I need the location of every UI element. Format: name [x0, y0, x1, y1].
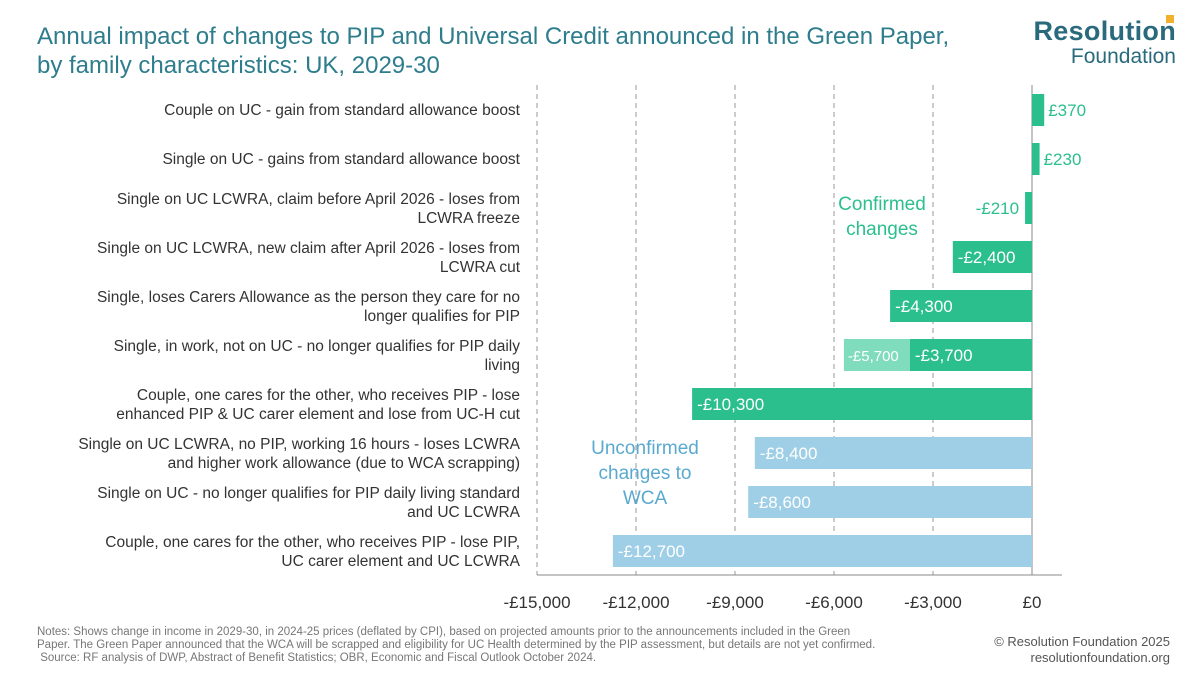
category-label-2-line1: Single on UC LCWRA, claim before April 2… [117, 191, 520, 208]
x-tick-label-4: -£3,000 [904, 593, 962, 612]
website-link[interactable]: resolutionfoundation.org [1030, 650, 1171, 665]
chart-title: Annual impact of changes to PIP and Univ… [37, 22, 997, 80]
bar-9 [612, 535, 1032, 567]
bar-7 [754, 437, 1032, 469]
category-label-8-line1: Single on UC - no longer qualifies for P… [97, 485, 520, 502]
category-label-3-line2: LCWRA cut [440, 259, 521, 276]
bar-extension-5 [843, 339, 910, 371]
bar-0 [1032, 94, 1045, 126]
x-tick-label-2: -£9,000 [706, 593, 764, 612]
category-label-1: Single on UC - gains from standard allow… [162, 151, 520, 168]
bar-6 [692, 388, 1032, 420]
x-tick-label-5: £0 [1023, 593, 1042, 612]
category-label-5-line2: living [485, 357, 520, 374]
value-label-5: -£3,700 [915, 346, 973, 365]
value-label-4: -£4,300 [895, 297, 953, 316]
annotation-confirmed-line1: Confirmed [838, 194, 926, 215]
bar-8 [748, 486, 1032, 518]
category-label-8-line2: and UC LCWRA [407, 504, 520, 521]
value-label-0: £370 [1048, 101, 1086, 120]
logo-line-1: Resolution [1033, 16, 1176, 46]
x-tick-label-3: -£6,000 [805, 593, 863, 612]
value-label-7: -£8,400 [760, 444, 818, 463]
x-tick-label-0: -£15,000 [503, 593, 570, 612]
annotation-unconfirmed-line3: WCA [623, 488, 668, 509]
notes-line-1: Notes: Shows change in income in 2029-30… [37, 626, 851, 638]
chart-title-line-1: Annual impact of changes to PIP and Univ… [37, 23, 950, 50]
x-tick-label-1: -£12,000 [602, 593, 669, 612]
annotation-unconfirmed-line1: Unconfirmed [591, 438, 699, 459]
copyright-text: © Resolution Foundation 2025 [994, 634, 1170, 649]
notes-line-3: Source: RF analysis of DWP, Abstract of … [37, 652, 597, 664]
resolution-foundation-logo: Resolution Foundation [1033, 16, 1177, 68]
logo-accent-mark [1166, 15, 1174, 23]
bar-4 [890, 290, 1032, 322]
value-label-1: £230 [1044, 150, 1082, 169]
category-label-3-line1: Single on UC LCWRA, new claim after Apri… [97, 240, 520, 257]
category-label-9-line1: Couple, one cares for the other, who rec… [105, 534, 520, 551]
category-label-6-line2: enhanced PIP & UC carer element and lose… [116, 406, 520, 423]
value-label-9: -£12,700 [618, 542, 685, 561]
category-label-5-line1: Single, in work, not on UC - no longer q… [114, 338, 521, 355]
value-label-8: -£8,600 [753, 493, 811, 512]
category-label-7-line2: and higher work allowance (due to WCA sc… [168, 455, 520, 472]
category-label-4-line1: Single, loses Carers Allowance as the pe… [97, 289, 520, 306]
category-label-4-line2: longer qualifies for PIP [364, 308, 520, 325]
category-label-0: Couple on UC - gain from standard allowa… [164, 102, 521, 119]
copyright-block: © Resolution Foundation 2025 resolutionf… [994, 634, 1170, 666]
bar-extension-label-5: -£5,700 [848, 348, 899, 365]
bar-1 [1032, 143, 1040, 175]
annotation-unconfirmed-line2: changes to [599, 463, 692, 484]
value-label-2: -£210 [976, 199, 1019, 218]
annotation-confirmed-line2: changes [846, 219, 918, 240]
category-label-6-line1: Couple, one cares for the other, who rec… [137, 387, 520, 404]
bar-5 [909, 339, 1032, 371]
chart-notes: Notes: Shows change in income in 2029-30… [37, 626, 967, 665]
chart-title-line-2: by family characteristics: UK, 2029-30 [37, 52, 440, 79]
category-label-2-line2: LCWRA freeze [417, 210, 520, 227]
category-label-7-line1: Single on UC LCWRA, no PIP, working 16 h… [78, 436, 520, 453]
bar-2 [1025, 192, 1032, 224]
category-label-9-line2: UC carer element and UC LCWRA [281, 553, 520, 570]
value-label-6: -£10,300 [697, 395, 764, 414]
notes-line-2: Paper. The Green Paper announced that th… [37, 639, 876, 651]
logo-line-2: Foundation [1070, 45, 1176, 68]
value-label-3: -£2,400 [958, 248, 1016, 267]
bar-3 [952, 241, 1032, 273]
